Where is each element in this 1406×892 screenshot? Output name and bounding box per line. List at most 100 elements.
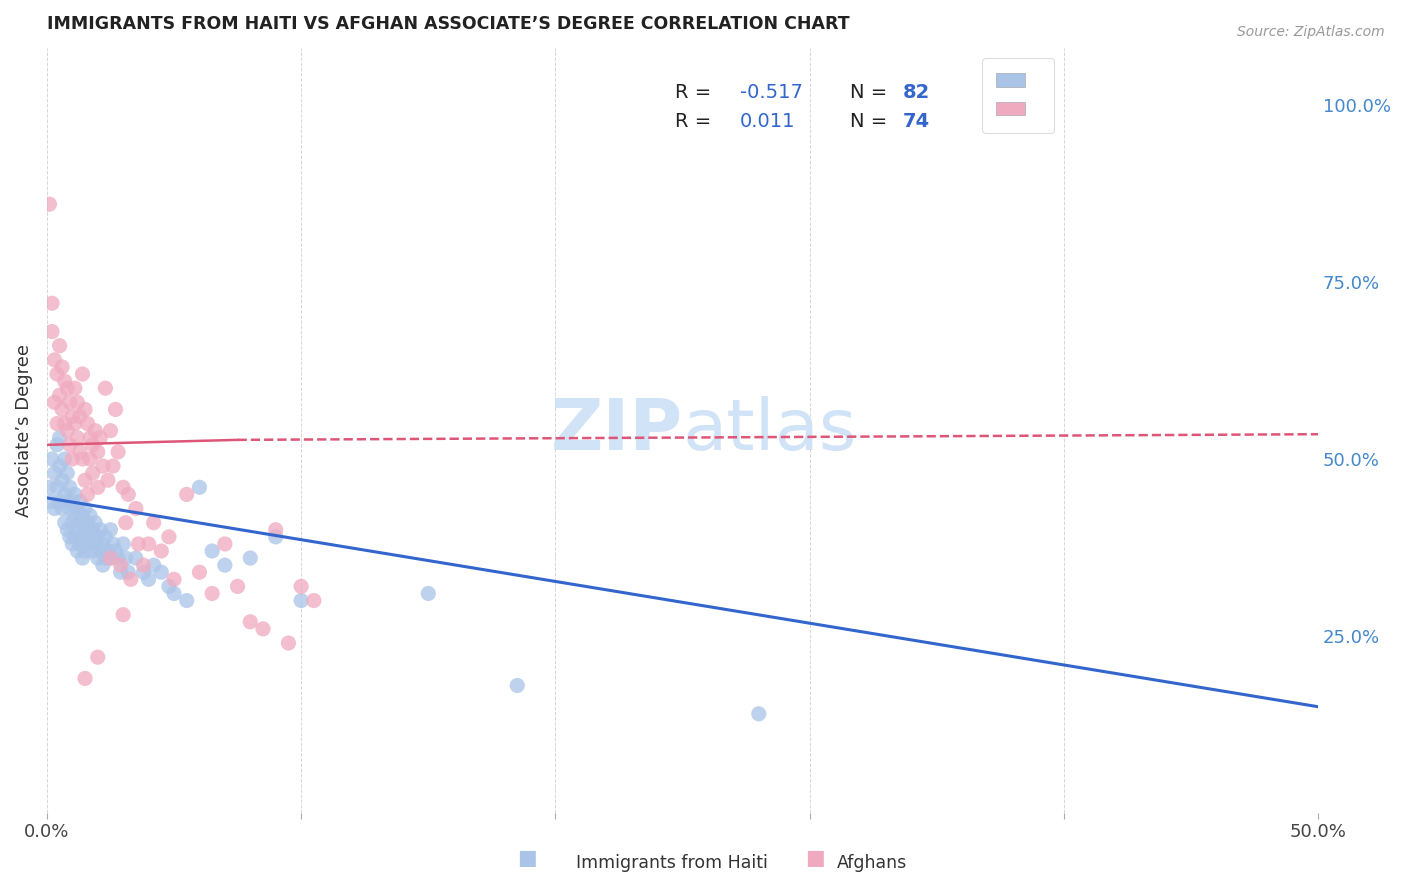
Point — [188, 566, 211, 580]
Point — [201, 544, 224, 558]
Point — [201, 586, 224, 600]
Point — [44, 466, 66, 480]
Point — [56, 523, 79, 537]
Point — [53, 452, 76, 467]
Point — [72, 367, 94, 381]
Point — [163, 586, 186, 600]
Text: 82: 82 — [903, 83, 929, 102]
Point — [94, 381, 117, 395]
Text: N =: N = — [851, 112, 894, 131]
Point — [38, 197, 60, 211]
Text: N =: N = — [851, 83, 894, 102]
Point — [59, 530, 82, 544]
Point — [112, 537, 135, 551]
Point — [53, 516, 76, 530]
Point — [44, 395, 66, 409]
Point — [176, 593, 198, 607]
Point — [89, 544, 111, 558]
Text: ■: ■ — [806, 848, 825, 868]
Point — [76, 487, 98, 501]
Text: Afghans: Afghans — [837, 855, 907, 872]
Text: 0.011: 0.011 — [740, 112, 796, 131]
Point — [73, 672, 96, 686]
Point — [63, 417, 86, 431]
Point — [100, 551, 122, 566]
Point — [87, 650, 110, 665]
Point — [226, 579, 249, 593]
Point — [59, 501, 82, 516]
Point — [163, 572, 186, 586]
Point — [53, 417, 76, 431]
Point — [82, 438, 104, 452]
Point — [112, 607, 135, 622]
Point — [239, 551, 262, 566]
Text: atlas: atlas — [682, 396, 856, 465]
Point — [104, 544, 127, 558]
Point — [91, 558, 114, 573]
Point — [73, 501, 96, 516]
Point — [41, 296, 63, 310]
Text: R =: R = — [675, 112, 717, 131]
Point — [157, 579, 180, 593]
Point — [84, 537, 107, 551]
Point — [290, 579, 312, 593]
Point — [69, 409, 91, 424]
Point — [46, 438, 69, 452]
Point — [84, 424, 107, 438]
Point — [73, 402, 96, 417]
Point — [82, 466, 104, 480]
Point — [79, 508, 101, 523]
Point — [252, 622, 274, 636]
Point — [59, 438, 82, 452]
Legend: , : , — [983, 58, 1054, 133]
Point — [89, 523, 111, 537]
Point — [107, 551, 129, 566]
Point — [46, 480, 69, 494]
Point — [214, 558, 236, 573]
Point — [418, 586, 440, 600]
Point — [46, 417, 69, 431]
Point — [748, 706, 770, 721]
Point — [150, 544, 173, 558]
Point — [87, 480, 110, 494]
Point — [60, 409, 83, 424]
Point — [87, 530, 110, 544]
Point — [100, 424, 122, 438]
Point — [117, 566, 139, 580]
Point — [110, 566, 132, 580]
Text: ZIP: ZIP — [550, 396, 682, 465]
Point — [44, 501, 66, 516]
Point — [138, 537, 160, 551]
Point — [63, 530, 86, 544]
Point — [506, 678, 529, 692]
Point — [56, 381, 79, 395]
Point — [239, 615, 262, 629]
Point — [89, 431, 111, 445]
Point — [72, 452, 94, 467]
Point — [110, 558, 132, 573]
Point — [48, 388, 70, 402]
Text: Immigrants from Haiti: Immigrants from Haiti — [576, 855, 768, 872]
Point — [48, 494, 70, 508]
Point — [125, 501, 148, 516]
Point — [56, 494, 79, 508]
Point — [127, 537, 149, 551]
Point — [72, 551, 94, 566]
Point — [101, 537, 124, 551]
Point — [60, 452, 83, 467]
Point — [120, 572, 142, 586]
Point — [44, 352, 66, 367]
Point — [117, 487, 139, 501]
Point — [48, 431, 70, 445]
Point — [132, 558, 155, 573]
Point — [38, 480, 60, 494]
Point — [48, 458, 70, 473]
Point — [60, 494, 83, 508]
Point — [76, 537, 98, 551]
Point — [69, 494, 91, 508]
Point — [94, 551, 117, 566]
Text: 74: 74 — [903, 112, 929, 131]
Point — [142, 516, 165, 530]
Point — [60, 516, 83, 530]
Point — [63, 381, 86, 395]
